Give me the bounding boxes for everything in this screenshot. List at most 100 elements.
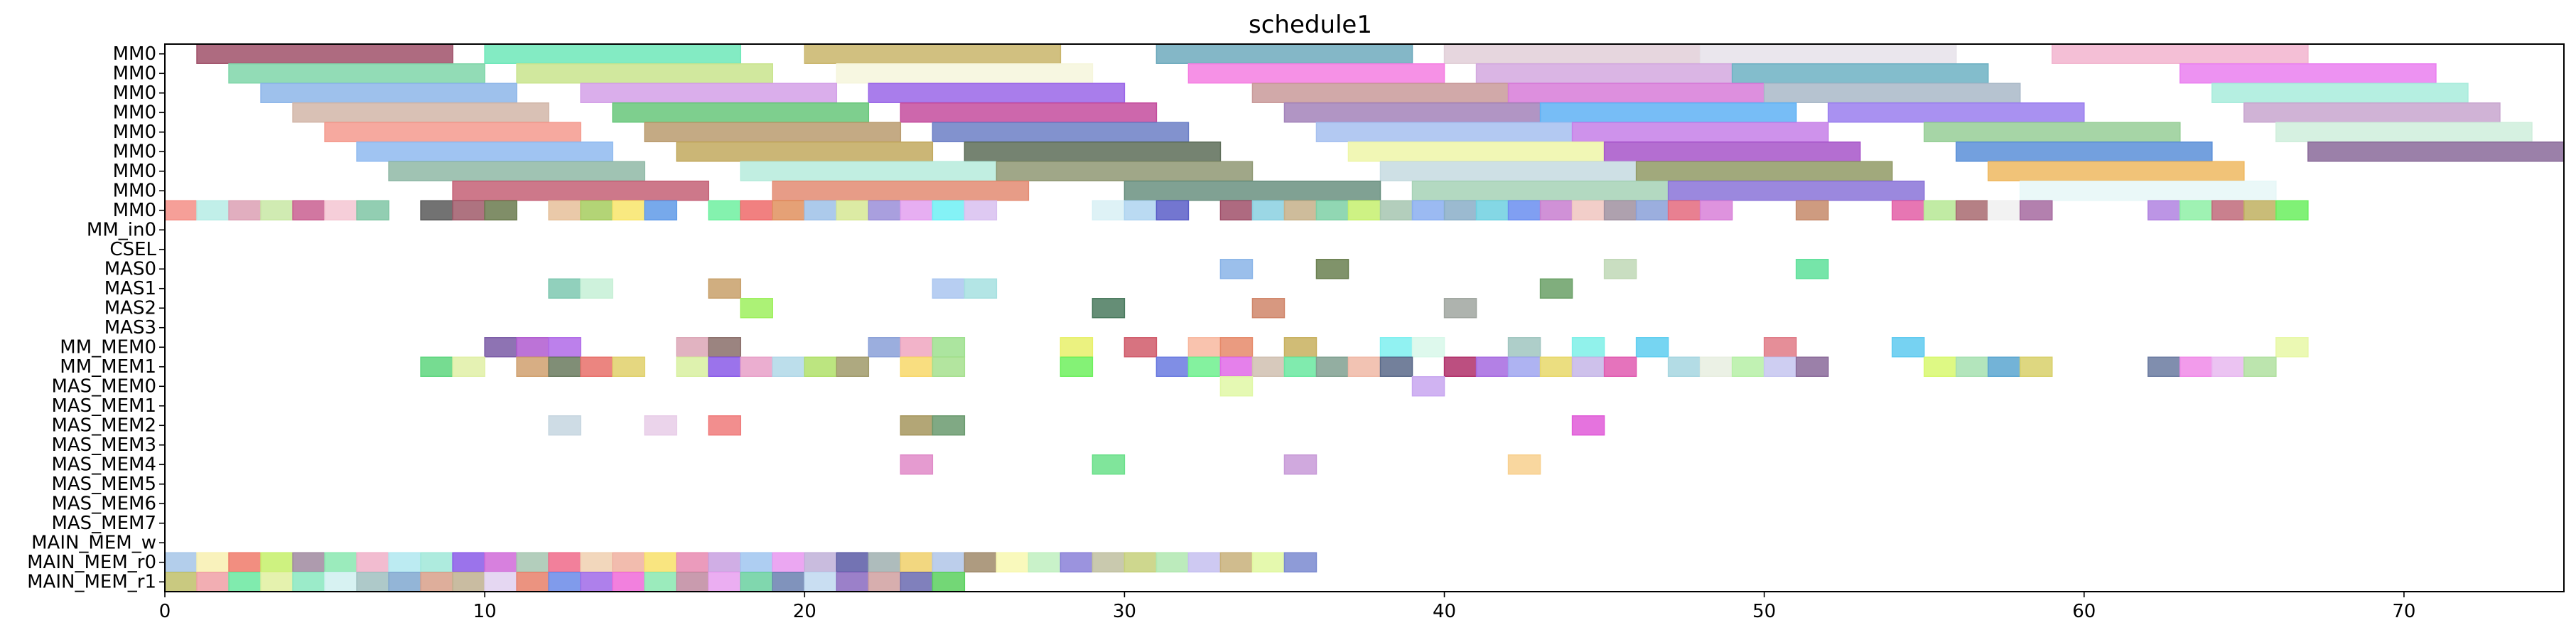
task-bar	[1923, 122, 2181, 142]
task-bar	[1988, 200, 2021, 220]
y-tick-label: MM0	[113, 102, 156, 123]
x-tick-label: 20	[793, 601, 817, 622]
task-bar	[420, 552, 453, 572]
task-bar	[900, 572, 934, 592]
task-bar	[900, 337, 934, 358]
task-bar	[740, 552, 774, 572]
task-bar	[1123, 200, 1158, 220]
task-bar	[1187, 552, 1222, 572]
y-tick-label: MAIN_MEM_r1	[27, 571, 156, 592]
task-bar	[1315, 122, 1573, 142]
task-bar	[484, 43, 741, 64]
task-bar	[708, 337, 741, 358]
task-bar	[516, 356, 549, 377]
task-bar	[2179, 356, 2213, 377]
task-bar	[420, 572, 453, 592]
y-tick-label: MM0	[113, 63, 156, 84]
task-bar	[196, 43, 453, 64]
task-bar	[804, 356, 838, 377]
task-bar	[1988, 356, 2021, 377]
task-bar	[836, 63, 1094, 84]
task-bar	[612, 102, 870, 123]
task-bar	[580, 200, 613, 220]
task-bar	[708, 356, 741, 377]
task-bar	[708, 572, 741, 592]
task-bar	[516, 552, 549, 572]
task-bar	[1028, 552, 1062, 572]
task-bar	[484, 337, 517, 358]
task-bar	[548, 200, 581, 220]
task-bar	[2020, 356, 2053, 377]
task-bar	[932, 572, 966, 592]
x-tick-label: 30	[1113, 601, 1136, 622]
task-bar	[228, 63, 485, 84]
task-bar	[1763, 356, 1797, 377]
task-bar	[1060, 356, 1094, 377]
task-bar	[1795, 356, 1829, 377]
task-bar	[164, 200, 198, 220]
task-bar	[804, 552, 838, 572]
task-bar	[708, 415, 741, 436]
task-bar	[1699, 200, 1733, 220]
task-bar	[2243, 356, 2277, 377]
task-bar	[964, 552, 998, 572]
y-tick-label: MAS2	[104, 297, 156, 319]
task-bar	[356, 200, 389, 220]
task-bar	[1155, 356, 1190, 377]
task-bar	[772, 572, 806, 592]
task-bar	[1507, 454, 1541, 475]
task-bar	[452, 552, 485, 572]
task-bar	[1667, 181, 1925, 201]
task-bar	[772, 356, 806, 377]
y-tick-label: MM_MEM0	[60, 336, 156, 358]
task-bar	[900, 552, 934, 572]
task-bar	[2211, 82, 2469, 103]
task-bar	[580, 278, 613, 299]
task-bar	[1155, 200, 1190, 220]
task-bar	[1283, 356, 1317, 377]
task-bar	[1539, 102, 1797, 123]
task-bar	[676, 337, 709, 358]
task-bar	[1891, 337, 1925, 358]
y-tick-label: MM0	[113, 180, 156, 201]
y-tick-label: MAS0	[104, 258, 156, 279]
task-bar	[2275, 122, 2533, 142]
task-bar	[1379, 200, 1413, 220]
task-bar	[388, 572, 421, 592]
task-bar	[1475, 356, 1509, 377]
task-bar	[1251, 298, 1286, 319]
task-bar	[868, 200, 902, 220]
chart-title: schedule1	[1249, 11, 1372, 39]
task-bar	[1635, 200, 1669, 220]
task-bar	[1411, 376, 1445, 397]
task-bar	[516, 63, 774, 84]
task-bar	[1507, 82, 1765, 103]
task-bar	[868, 82, 1126, 103]
task-bar	[772, 200, 806, 220]
task-bar	[708, 278, 741, 299]
task-bar	[292, 572, 325, 592]
task-bar	[772, 552, 806, 572]
task-bar	[964, 200, 998, 220]
task-bar	[1187, 356, 1222, 377]
task-bar	[1891, 200, 1925, 220]
task-bar	[1187, 63, 1445, 84]
task-bar	[1571, 122, 1829, 142]
task-bar	[1219, 552, 1254, 572]
y-tick-label: MAS_MEM4	[51, 454, 156, 475]
task-bar	[964, 278, 998, 299]
task-bar	[2243, 102, 2501, 123]
task-bar	[644, 122, 902, 142]
task-bar	[2147, 200, 2181, 220]
y-tick-label: MAS_MEM0	[51, 375, 156, 397]
task-bar	[356, 572, 389, 592]
task-bar	[932, 415, 966, 436]
task-bar	[1187, 337, 1222, 358]
task-bar	[772, 181, 1030, 201]
task-bar	[1251, 356, 1286, 377]
task-bar	[612, 552, 645, 572]
task-bar	[228, 552, 262, 572]
y-axis: MM0MM0MM0MM0MM0MM0MM0MM0MM0MM_in0CSELMAS…	[27, 43, 165, 592]
task-bar	[1251, 552, 1286, 572]
task-bar	[612, 356, 645, 377]
